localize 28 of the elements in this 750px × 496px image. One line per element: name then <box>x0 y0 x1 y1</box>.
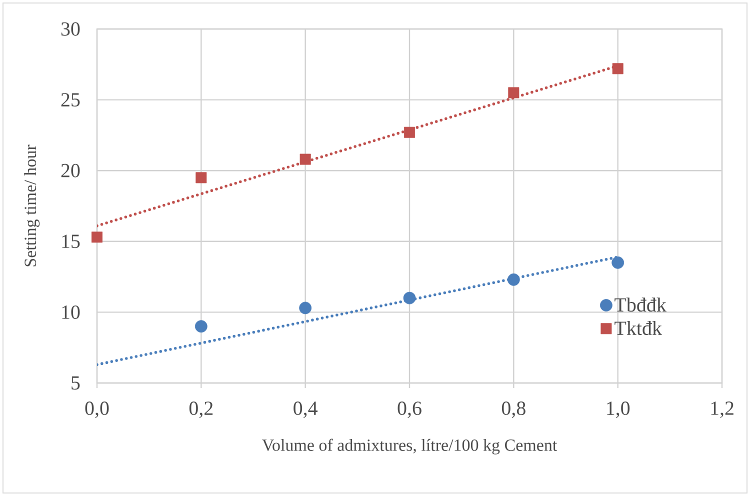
x-tick-label: 1,0 <box>607 402 630 418</box>
x-tick-label: 1,2 <box>711 402 734 418</box>
point <box>92 232 102 243</box>
x-tick-label: 0,0 <box>85 402 109 418</box>
y-tick-label: 5 <box>72 376 80 390</box>
point <box>403 292 416 304</box>
x-tick-label: 0,8 <box>502 402 526 418</box>
y-tick-label: 20 <box>61 164 80 178</box>
point <box>300 154 311 165</box>
point <box>404 126 415 138</box>
x-axis-title: Volume of admixtures, lítre/100 kg Cement <box>262 438 558 454</box>
y-axis-title: Setting time/ hour <box>24 144 40 266</box>
x-tick-label: 0,6 <box>398 402 422 418</box>
legend-label: Tktđk <box>614 320 662 336</box>
point <box>507 273 520 286</box>
x-tick-label: 0,4 <box>294 402 318 418</box>
point <box>508 87 520 98</box>
legend-label: Tbđđk <box>614 298 666 312</box>
x-tick-label: 0,2 <box>189 402 213 418</box>
y-tick-label: 10 <box>62 305 80 319</box>
point <box>194 320 208 333</box>
point <box>196 172 207 184</box>
y-tick-label: 15 <box>62 234 80 248</box>
y-tick-label: 30 <box>61 22 80 36</box>
point <box>612 256 624 269</box>
y-tick-label: 25 <box>61 93 80 107</box>
point <box>612 63 624 74</box>
point <box>299 302 312 314</box>
